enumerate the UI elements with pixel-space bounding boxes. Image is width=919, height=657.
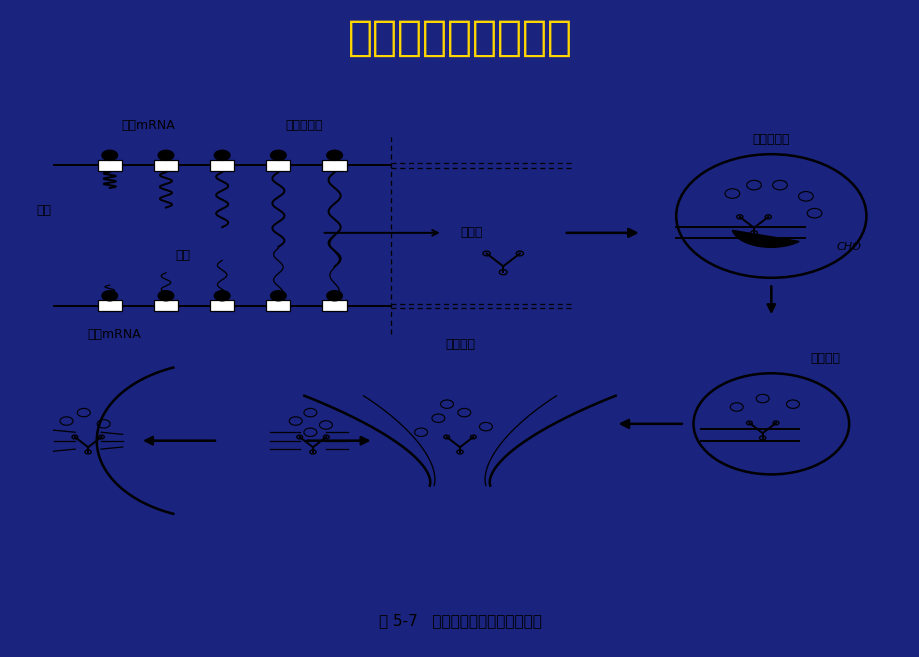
Bar <box>153 160 178 171</box>
Circle shape <box>326 150 342 160</box>
Circle shape <box>102 290 118 301</box>
Text: 高尔基氏体: 高尔基氏体 <box>752 133 789 146</box>
Bar <box>97 160 121 171</box>
Circle shape <box>214 290 230 301</box>
Bar <box>210 160 234 171</box>
Text: 浆细胞膜: 浆细胞膜 <box>445 338 474 351</box>
Circle shape <box>270 290 286 301</box>
Text: 粗面内质网: 粗面内质网 <box>285 119 323 131</box>
Text: 重链: 重链 <box>36 204 51 217</box>
Circle shape <box>326 290 342 301</box>
Bar <box>97 300 121 311</box>
Text: 抗体的生物合成过程: 抗体的生物合成过程 <box>347 17 572 58</box>
Circle shape <box>270 150 286 160</box>
Text: 重链mRNA: 重链mRNA <box>121 119 176 131</box>
Bar <box>153 300 178 311</box>
Bar <box>266 300 290 311</box>
Text: 轻链: 轻链 <box>176 249 190 261</box>
Circle shape <box>214 150 230 160</box>
Text: 图 5-7   免疫球蛋白合成和分泌过程: 图 5-7 免疫球蛋白合成和分泌过程 <box>378 613 541 628</box>
Text: 分泌小泡: 分泌小泡 <box>810 352 839 365</box>
Circle shape <box>102 150 118 160</box>
Circle shape <box>158 150 174 160</box>
Bar <box>323 160 346 171</box>
Bar <box>210 300 234 311</box>
Text: 肽存库: 肽存库 <box>460 227 482 239</box>
Polygon shape <box>732 231 799 247</box>
Bar <box>266 160 290 171</box>
Text: 轻链mRNA: 轻链mRNA <box>87 328 141 342</box>
Text: CHO: CHO <box>835 242 860 252</box>
Circle shape <box>158 290 174 301</box>
Bar <box>323 300 346 311</box>
